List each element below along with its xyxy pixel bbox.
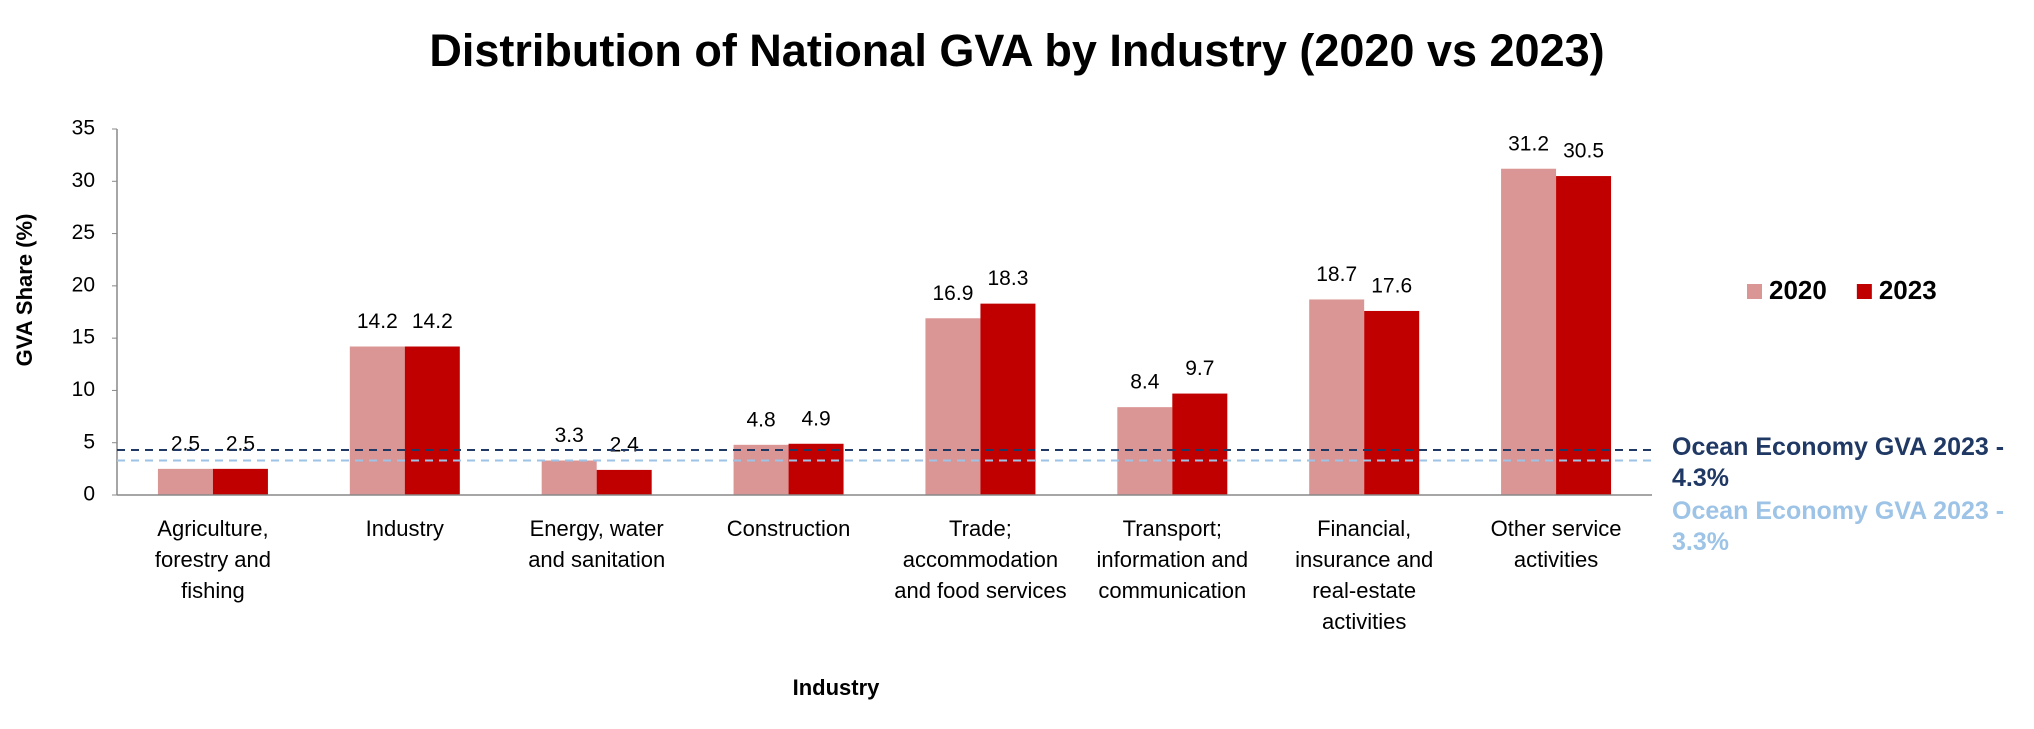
bar: [596, 469, 652, 495]
y-tick-label: 25: [72, 221, 95, 244]
bar: [925, 318, 981, 495]
y-tick-label: 5: [83, 430, 95, 453]
legend-label: 2020: [1769, 275, 1827, 305]
legend-swatch: [1747, 284, 1762, 299]
chart-title: Distribution of National GVA by Industry…: [429, 25, 1604, 76]
bar: [1309, 299, 1365, 495]
bar: [733, 444, 789, 495]
data-label: 31.2: [1508, 132, 1549, 155]
bar: [1556, 176, 1612, 496]
x-tick-label: Agriculture, forestry and fishing: [154, 516, 272, 603]
y-axis-title: GVA Share (%): [12, 214, 37, 367]
data-label: 14.2: [412, 310, 453, 333]
data-label: 16.9: [933, 282, 974, 305]
y-tick-label: 15: [72, 326, 95, 349]
data-label: 2.5: [226, 432, 255, 455]
bar: [212, 468, 268, 495]
bar: [157, 468, 213, 495]
x-tick-label: Financial, insurance and real-estate act…: [1295, 516, 1434, 634]
x-tick-label: Trade; accommodation and food services: [894, 516, 1067, 603]
bar: [788, 443, 844, 495]
data-label: 4.8: [746, 408, 775, 431]
data-label: 3.3: [555, 424, 584, 447]
data-label: 18.7: [1316, 263, 1357, 286]
legend-label: 2023: [1879, 275, 1937, 305]
bar: [1501, 168, 1557, 496]
data-label: 2.4: [610, 433, 640, 456]
x-tick-label: Energy, water and sanitation: [528, 516, 666, 572]
reference-label: Ocean Economy GVA 2023 - 4.3%: [1672, 433, 2005, 493]
y-tick-label: 20: [72, 273, 95, 296]
bar: [1172, 393, 1228, 495]
data-label: 14.2: [357, 310, 398, 333]
y-tick-label: 35: [72, 117, 95, 140]
data-label: 4.9: [801, 407, 830, 430]
legend-swatch: [1856, 284, 1872, 299]
data-label: 8.4: [1130, 371, 1160, 394]
data-label: 30.5: [1563, 140, 1604, 163]
bar: [1117, 407, 1173, 495]
data-label: 18.3: [988, 267, 1029, 290]
y-tick-label: 30: [72, 169, 95, 192]
x-axis-title: Industry: [793, 675, 881, 700]
y-tick-label: 0: [83, 483, 95, 506]
bar: [404, 346, 460, 495]
y-tick-label: 10: [72, 378, 95, 401]
bar: [1364, 310, 1420, 495]
bar: [980, 303, 1036, 495]
data-label: 17.6: [1371, 275, 1412, 298]
reference-label: Ocean Economy GVA 2023 - 3.3%: [1672, 497, 2005, 557]
x-tick-label: Industry: [365, 516, 444, 541]
x-tick-label: Construction: [726, 516, 851, 541]
x-tick-label: Transport; information and communication: [1096, 516, 1249, 603]
data-label: 9.7: [1185, 357, 1214, 380]
x-tick-label: Other service activities: [1490, 516, 1622, 572]
data-label: 2.5: [171, 432, 200, 455]
bar: [541, 460, 597, 495]
bar: [349, 346, 405, 495]
